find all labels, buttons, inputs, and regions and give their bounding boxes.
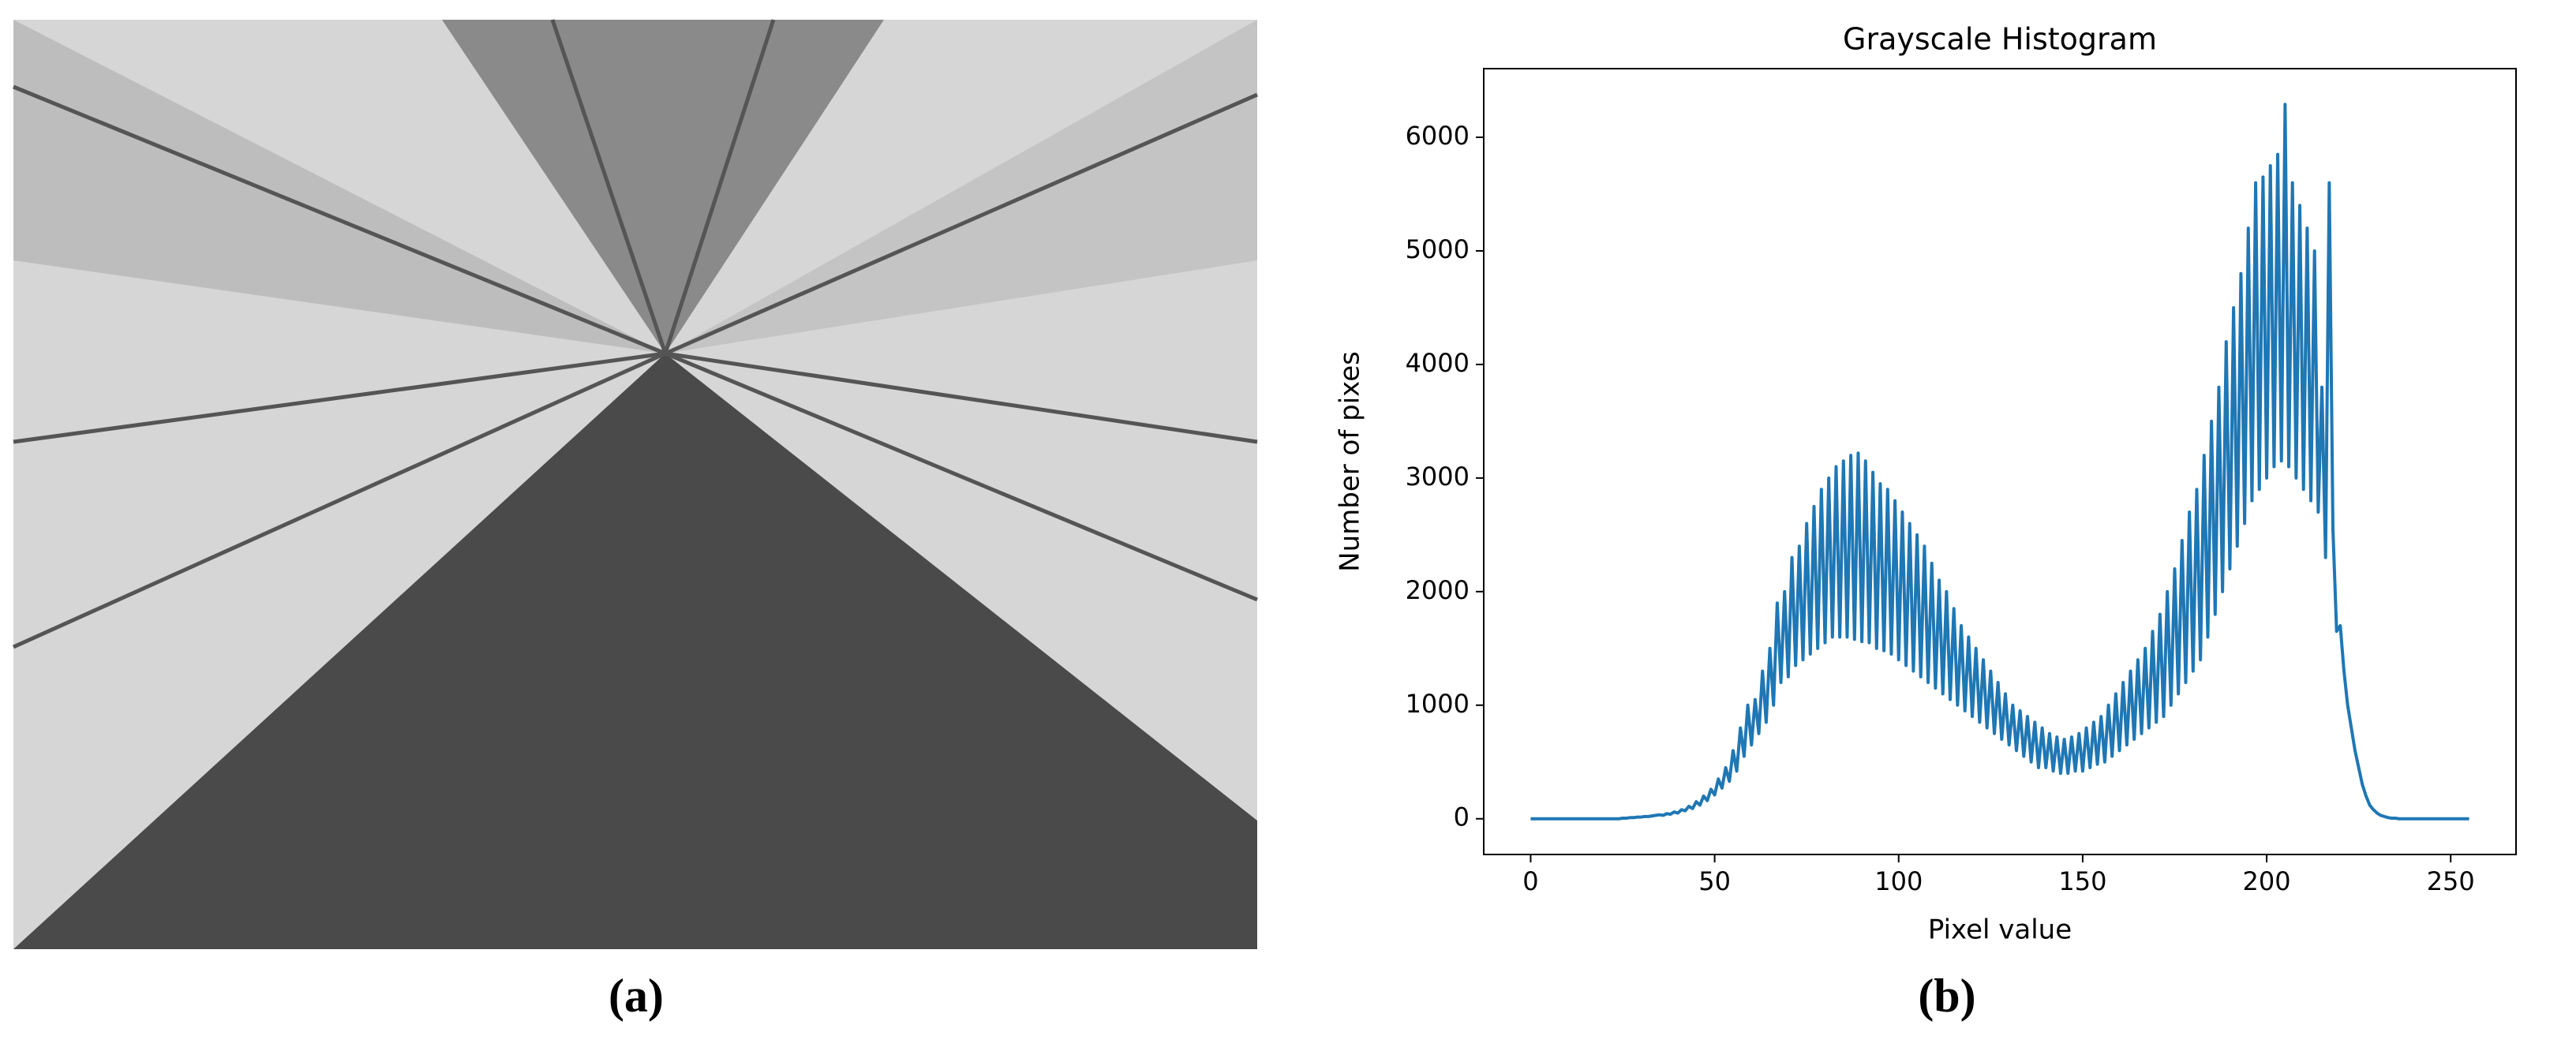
x-tick-label: 0 [1522,866,1538,896]
photo-line [663,19,776,354]
y-tick-label: 4000 [1406,348,1470,378]
photo-left-wall [13,20,665,353]
chart-title: Grayscale Histogram [1843,22,2157,57]
photo-line [665,351,1258,444]
x-tick-label: 250 [2427,866,2475,896]
y-tick-label: 5000 [1406,234,1470,264]
y-tick-label: 1000 [1406,689,1470,719]
photo-line [550,19,668,354]
panel-label: (a) [608,970,664,1022]
x-tick-label: 200 [2243,866,2291,896]
plot-frame [1483,68,2517,855]
x-tick-label: 50 [1698,866,1731,896]
photo-floor [13,353,1257,949]
photo-right-wall [665,20,1257,353]
y-tick-label: 6000 [1406,121,1470,151]
photo-line [12,351,667,649]
photo-line [13,351,666,444]
panel-label: (b) [1918,970,1975,1022]
photo-line [13,84,666,356]
x-tick-label: 150 [2058,866,2106,896]
y-tick-label: 2000 [1406,575,1470,605]
photo [12,19,1259,949]
y-axis-label: Number of pixes [1335,351,1366,572]
photo-line [665,351,1258,602]
data-line [1530,103,2469,821]
x-tick-label: 100 [1874,866,1923,896]
photo-ceiling [442,20,884,353]
photo-line [664,92,1259,356]
x-axis-label: Pixel value [1928,914,2072,946]
y-tick-label: 3000 [1406,462,1470,492]
photo-lines [12,19,1259,649]
y-tick-label: 0 [1454,802,1470,832]
